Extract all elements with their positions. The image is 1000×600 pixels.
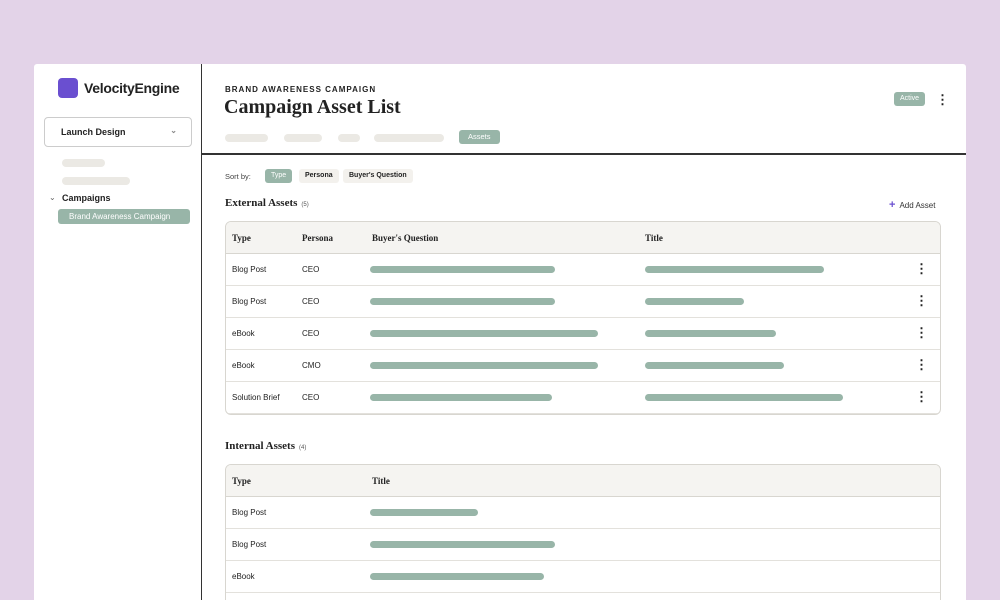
- placeholder: [62, 177, 130, 185]
- placeholder-bar: [645, 266, 824, 273]
- row-menu[interactable]: ⋮: [915, 293, 928, 308]
- placeholder-bar: [645, 298, 744, 305]
- chevron: ⌄: [49, 193, 56, 202]
- section-title: External Assets (5): [225, 197, 309, 209]
- count: (4): [298, 445, 307, 451]
- column-header: Type: [232, 233, 251, 243]
- placeholder-bar: [370, 509, 478, 516]
- sort-chip[interactable]: Persona: [299, 169, 339, 183]
- cell: CEO: [302, 329, 320, 338]
- placeholder: [62, 159, 105, 167]
- column-header: Buyer's Question: [372, 233, 439, 243]
- table-header: Type Persona Buyer's Question Title: [226, 222, 940, 254]
- nav-item-active[interactable]: Brand Awareness Campaign: [58, 209, 190, 224]
- table-row[interactable]: eBook CEO ⋮: [226, 318, 940, 350]
- cell: eBook: [232, 329, 255, 338]
- section-name: Internal Assets: [225, 440, 295, 452]
- table-row[interactable]: Solution Brief CEO ⋮: [226, 382, 940, 414]
- cell: CEO: [302, 297, 320, 306]
- tab-placeholder[interactable]: [225, 134, 268, 142]
- placeholder-bar: [370, 298, 555, 305]
- row-menu[interactable]: ⋮: [915, 357, 928, 372]
- status-badge: Active: [894, 92, 926, 106]
- placeholder-bar: [370, 573, 544, 580]
- placeholder-bar: [370, 330, 598, 337]
- placeholder-bar: [370, 541, 555, 548]
- table-header: Type Title: [226, 465, 940, 497]
- table-row[interactable]: Blog Post CEO ⋮: [226, 286, 940, 318]
- cell: Blog Post: [232, 297, 267, 306]
- brand: VelocityEngine: [84, 80, 180, 96]
- column-header: Title: [372, 476, 390, 486]
- app-window: VelocityEngine Launch Design ⌄ ⌄ Campaign…: [34, 64, 966, 600]
- tab-placeholder[interactable]: [374, 134, 444, 142]
- cell: CEO: [302, 393, 320, 402]
- sort-label: Sort by:: [225, 172, 251, 181]
- placeholder-bar: [370, 362, 598, 369]
- placeholder-bar: [370, 266, 555, 273]
- sidebar: VelocityEngine Launch Design ⌄ ⌄ Campaign…: [34, 64, 202, 600]
- table-row[interactable]: eBook CMO ⋮: [226, 350, 940, 382]
- placeholder-bar: [645, 394, 843, 401]
- cell: Blog Post: [232, 508, 267, 517]
- cell: Blog Post: [232, 540, 267, 549]
- cell: CMO: [302, 361, 321, 370]
- nav-section[interactable]: Campaigns: [62, 193, 111, 203]
- row-menu[interactable]: ⋮: [915, 325, 928, 340]
- section-name: External Assets: [225, 197, 298, 209]
- tab-placeholder[interactable]: [284, 134, 322, 142]
- logo: [58, 78, 78, 98]
- project-name: Launch Design: [61, 127, 126, 137]
- chevron: ⌄: [170, 126, 177, 135]
- add-asset-button[interactable]: + Add Asset: [889, 199, 936, 211]
- menu-button[interactable]: ⋮: [936, 92, 949, 107]
- placeholder-bar: [370, 394, 552, 401]
- row-menu[interactable]: ⋮: [915, 389, 928, 404]
- row-menu[interactable]: ⋮: [915, 261, 928, 276]
- section-title: Internal Assets (4): [225, 440, 306, 452]
- count: (5): [301, 202, 309, 208]
- placeholder-bar: [645, 330, 776, 337]
- project-selector[interactable]: Launch Design ⌄: [44, 117, 192, 147]
- button-label: Add Asset: [899, 201, 936, 210]
- divider: [201, 153, 966, 155]
- table-row[interactable]: Blog Post CEO ⋮: [226, 254, 940, 286]
- placeholder-bar: [645, 362, 784, 369]
- column-header: Persona: [302, 233, 333, 243]
- sort-chip[interactable]: Type: [265, 169, 293, 183]
- tab-placeholder[interactable]: [338, 134, 360, 142]
- nav-label: Brand Awareness Campaign: [69, 212, 171, 221]
- sort-chip[interactable]: Buyer's Question: [343, 169, 413, 183]
- cell: CEO: [302, 265, 320, 274]
- column-header: Type: [232, 476, 251, 486]
- cell: Blog Post: [232, 265, 267, 274]
- table: Type Persona Buyer's Question Title Blog Pos…: [225, 221, 941, 415]
- cell: eBook: [232, 572, 255, 581]
- eyebrow: BRAND AWARENESS CAMPAIGN: [225, 85, 377, 94]
- cell: eBook: [232, 361, 255, 370]
- page-title: Campaign Asset List: [224, 96, 401, 118]
- column-header: Title: [645, 233, 663, 243]
- tab-active[interactable]: Assets: [459, 130, 500, 144]
- cell: Solution Brief: [232, 393, 280, 402]
